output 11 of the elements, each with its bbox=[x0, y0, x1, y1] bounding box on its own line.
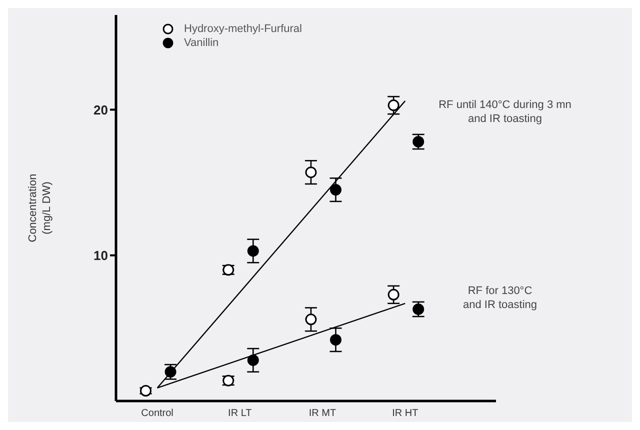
annotation: RF for 130°C and IR toasting bbox=[463, 284, 537, 312]
x-tick-label: IR HT bbox=[392, 408, 418, 420]
annotation: RF until 140°C during 3 mn and IR toasting bbox=[438, 98, 572, 126]
legend-label: Vanillin bbox=[184, 37, 219, 49]
legend-label: Hydroxy-methyl-Furfural bbox=[184, 23, 302, 35]
x-tick-label: Control bbox=[141, 408, 174, 420]
x-tick-label: IR MT bbox=[308, 408, 336, 420]
y-axis-title: Concentration (mg/L DW) bbox=[27, 174, 53, 242]
y-tick-label: 20 bbox=[94, 102, 108, 118]
y-tick-label: 10 bbox=[94, 248, 108, 263]
x-tick-label: IR LT bbox=[228, 408, 252, 420]
